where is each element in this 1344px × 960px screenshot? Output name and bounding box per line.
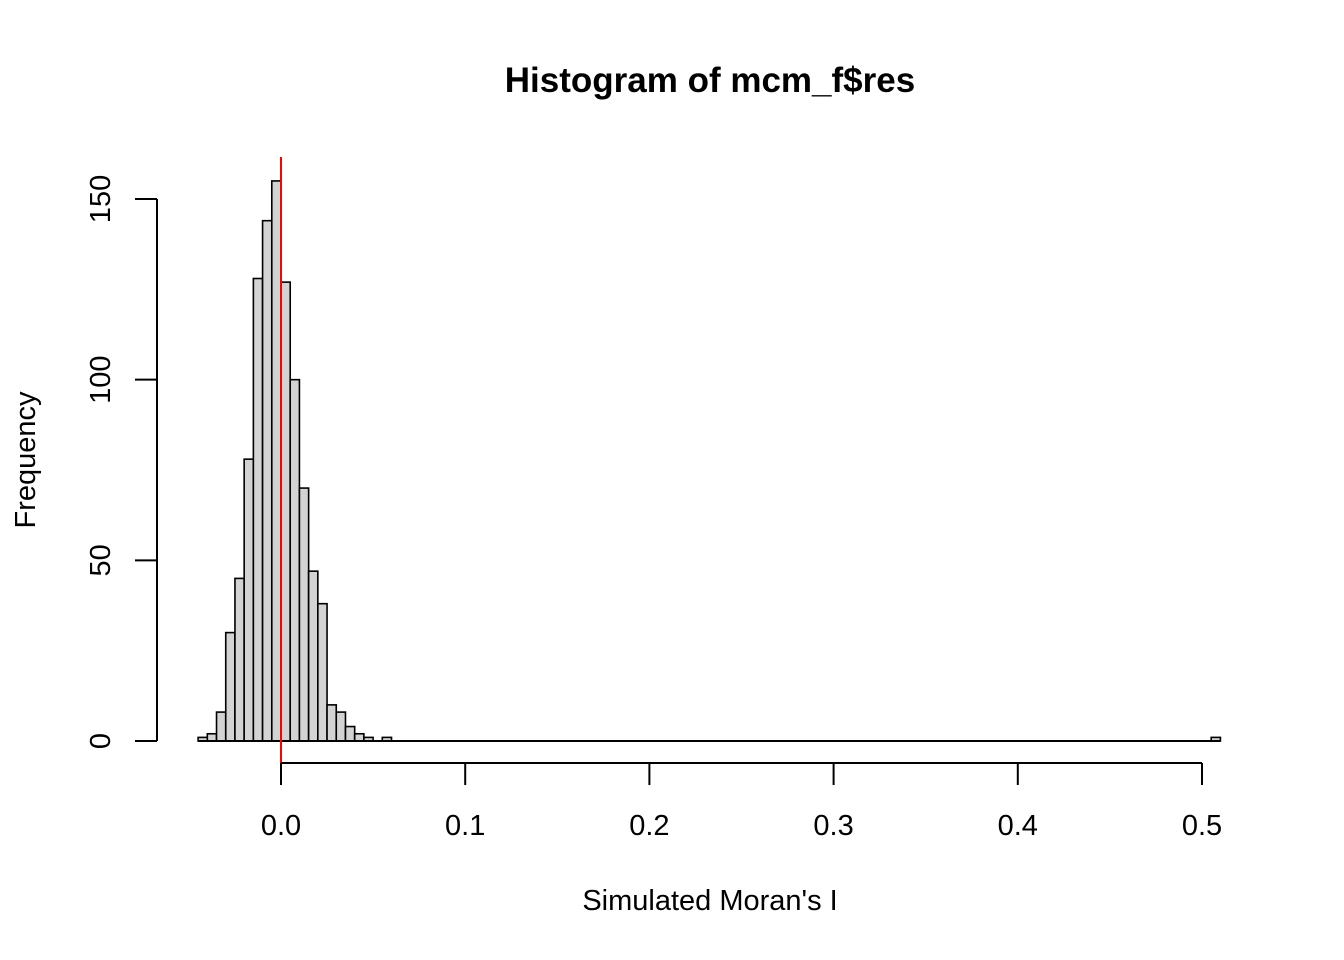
x-tick-label: 0.2 [629,810,669,842]
histogram-bar [243,458,255,742]
histogram-bar [298,487,310,742]
x-axis: 0.0 0.1 0.2 0.3 0.4 0.5 [261,762,1222,842]
histogram-bar [234,577,245,742]
histogram-bars [197,180,1222,742]
x-tick-label: 0.3 [813,810,853,842]
x-tick-label: 0.4 [998,810,1038,842]
histogram-bar [353,732,365,742]
histogram-bar [344,725,356,742]
y-tick-label: 50 [85,544,117,576]
histogram-bar [307,570,319,742]
chart-title: Histogram of mcm_f$res [505,61,915,100]
histogram-bar [317,602,328,742]
histogram-bar [206,732,218,742]
histogram-bar [224,631,236,742]
y-axis: 0 50 100 150 [85,175,158,749]
y-tick-label: 100 [85,355,117,403]
x-axis-label: Simulated Moran's I [582,885,837,917]
histogram-bar [270,180,282,742]
y-tick-label: 0 [85,733,117,749]
histogram-bar [215,711,227,742]
histogram-bar [252,277,264,742]
histogram-bar [261,219,273,742]
histogram-bar [335,711,347,742]
histogram-bar [280,281,292,742]
y-axis-label: Frequency [10,391,42,529]
x-tick-label: 0.1 [445,810,485,842]
histogram-bar [326,704,338,742]
histogram-bar [289,378,301,742]
x-tick-label: 0.0 [261,810,301,842]
y-tick-label: 150 [85,175,117,223]
x-tick-label: 0.5 [1182,810,1222,842]
